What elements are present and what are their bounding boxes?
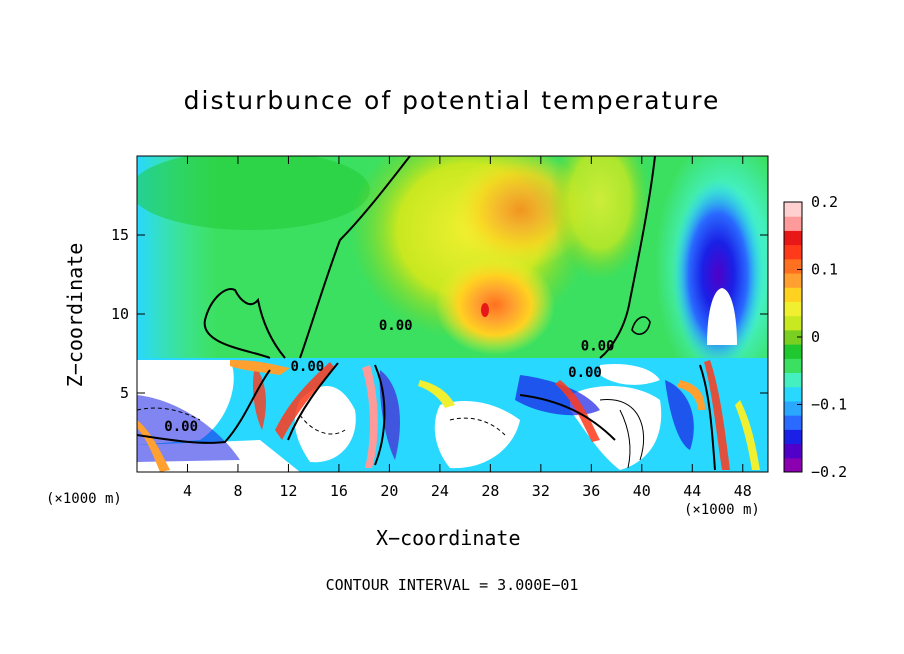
colorbar-swatch	[784, 372, 802, 388]
x-tick-label: 8	[233, 482, 242, 500]
contour-label: 0.00	[164, 419, 198, 435]
colorbar-swatch	[784, 301, 802, 317]
colorbar-swatch	[784, 329, 802, 345]
colorbar-tick-label: −0.2	[811, 463, 847, 481]
colorbar-swatch	[784, 443, 802, 459]
colorbar-tick-label: 0.1	[811, 261, 838, 279]
colorbar-swatch	[784, 415, 802, 430]
contour-label: 0.00	[291, 359, 325, 375]
colorbar-swatch	[784, 258, 802, 274]
field-image	[137, 156, 768, 472]
x-tick-label: 12	[279, 482, 297, 500]
y-tick-label: 15	[111, 226, 129, 244]
x-tick-label: 40	[633, 482, 651, 500]
y-axis-label: Z−coordinate	[63, 242, 87, 388]
colorbar: 0.2 0.1 0 −0.1 −0.2	[783, 193, 847, 481]
x-tick-label: 32	[532, 482, 550, 500]
chart-title: disturbunce of potential temperature	[183, 86, 721, 115]
colorbar-swatch	[784, 287, 802, 302]
x-tick-label: 4	[183, 482, 192, 500]
colorbar-swatch	[784, 315, 802, 331]
y-tick-label: 10	[111, 305, 129, 323]
colorbar-swatch	[784, 386, 802, 402]
colorbar-swatch	[784, 273, 802, 288]
colorbar-swatch	[784, 429, 802, 445]
colorbar-swatch	[784, 244, 802, 260]
colorbar-swatch	[784, 457, 802, 473]
contour-label: 0.00	[581, 338, 615, 354]
x-tick-label: 20	[380, 482, 398, 500]
x-tick-label: 24	[431, 482, 449, 500]
y-tick-label: 5	[120, 384, 129, 402]
contour-interval-note: CONTOUR INTERVAL = 3.000E−01	[325, 576, 579, 594]
x-axis-label: X−coordinate	[376, 526, 521, 550]
x-tick-label: 44	[683, 482, 701, 500]
x-unit-label-left: (×1000 m)	[46, 491, 122, 507]
x-unit-label-right: (×1000 m)	[684, 502, 760, 518]
colorbar-swatch	[784, 358, 802, 374]
colorbar-swatch	[784, 400, 802, 416]
x-axis-ticks: 4 8 12 16 20 24 28 32 36 40 44 48	[183, 156, 752, 500]
colorbar-swatch	[784, 344, 802, 359]
colorbar-tick-label: 0	[811, 328, 820, 346]
colorbar-swatch	[784, 202, 802, 217]
colorbar-tick-label: 0.2	[811, 193, 838, 211]
x-tick-label: 16	[330, 482, 348, 500]
colorbar-swatch	[784, 230, 802, 246]
contour-labels: 0.00 0.00 0.00 0.00 0.00	[164, 318, 614, 435]
x-tick-label: 36	[582, 482, 600, 500]
contour-label: 0.00	[568, 365, 602, 381]
x-tick-label: 28	[481, 482, 499, 500]
colorbar-swatch	[784, 216, 802, 231]
y-axis-ticks: 5 10 15	[111, 226, 768, 402]
contour-label: 0.00	[379, 318, 413, 334]
colorbar-tick-label: −0.1	[811, 396, 847, 414]
x-tick-label: 48	[734, 482, 752, 500]
